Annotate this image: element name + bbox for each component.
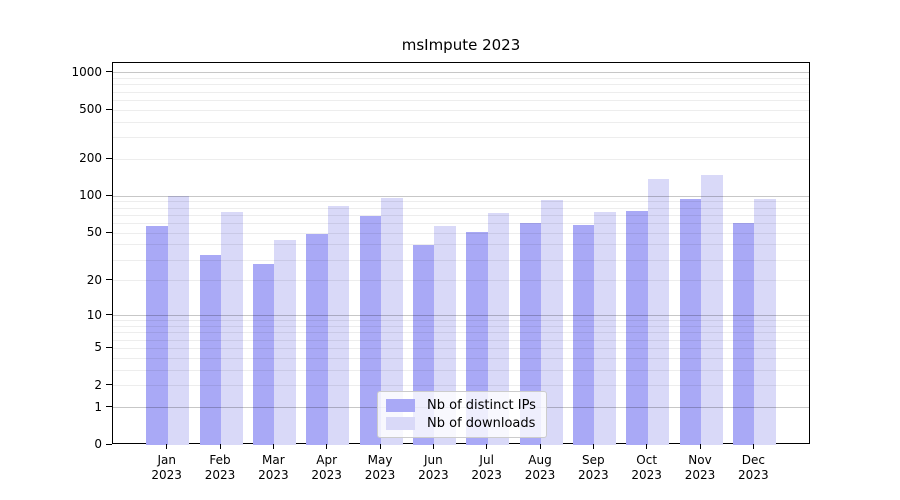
legend-label: Nb of downloads bbox=[427, 416, 536, 432]
y-tick-label: 1000 bbox=[71, 64, 102, 79]
x-tick-label: Nov 2023 bbox=[684, 453, 716, 482]
bar-distinct-ips-mar bbox=[252, 263, 275, 445]
y-tick bbox=[106, 279, 112, 281]
y-tick-label: 1 bbox=[94, 399, 102, 414]
x-tick-label: Jan 2023 bbox=[151, 453, 182, 482]
legend: Nb of distinct IPs Nb of downloads bbox=[377, 391, 547, 438]
x-tick bbox=[752, 444, 754, 449]
y-tick bbox=[106, 443, 112, 445]
bar-distinct-ips-apr bbox=[306, 234, 328, 445]
bar-downloads-may bbox=[381, 197, 403, 445]
bar-distinct-ips-aug bbox=[519, 222, 541, 445]
x-tick bbox=[272, 444, 274, 449]
bar-downloads-mar bbox=[274, 239, 296, 445]
x-tick bbox=[486, 444, 488, 449]
bar-distinct-ips-oct bbox=[626, 210, 648, 445]
legend-label: Nb of distinct IPs bbox=[427, 397, 536, 413]
y-tick bbox=[106, 406, 112, 408]
plot-area bbox=[112, 62, 810, 445]
bar-downloads-dec bbox=[754, 199, 776, 445]
x-tick bbox=[219, 444, 221, 449]
y-tick bbox=[106, 314, 112, 316]
bar-downloads-jun bbox=[434, 226, 456, 445]
y-tick-label: 500 bbox=[79, 102, 102, 117]
x-tick-label: Apr 2023 bbox=[311, 453, 342, 482]
bar-downloads-feb bbox=[221, 211, 243, 445]
x-tick bbox=[432, 444, 434, 449]
x-tick-label: Feb 2023 bbox=[204, 453, 236, 482]
y-tick bbox=[106, 384, 112, 386]
y-tick-label: 2 bbox=[94, 377, 102, 392]
y-tick-label: 0 bbox=[94, 437, 102, 451]
y-tick bbox=[106, 157, 112, 159]
y-tick bbox=[106, 194, 112, 196]
x-tick-label: May 2023 bbox=[364, 453, 396, 482]
x-tick-label: Aug 2023 bbox=[524, 453, 556, 482]
bar-distinct-ips-dec bbox=[732, 222, 755, 445]
x-tick bbox=[539, 444, 541, 449]
x-tick-label: Dec 2023 bbox=[738, 453, 769, 482]
bar-downloads-nov bbox=[701, 175, 723, 445]
bar-downloads-jul bbox=[487, 213, 510, 445]
y-tick bbox=[106, 71, 112, 73]
x-tick-label: Oct 2023 bbox=[631, 453, 662, 482]
bar-downloads-apr bbox=[327, 205, 350, 445]
bar-distinct-ips-nov bbox=[679, 198, 701, 445]
x-tick bbox=[166, 444, 168, 449]
bar-distinct-ips-may bbox=[359, 216, 382, 445]
y-tick-label: 50 bbox=[86, 225, 102, 240]
bar-downloads-aug bbox=[541, 200, 563, 445]
x-tick bbox=[592, 444, 594, 449]
bar-downloads-jan bbox=[167, 196, 190, 445]
x-tick-label: Mar 2023 bbox=[258, 453, 289, 482]
x-tick bbox=[379, 444, 381, 449]
x-tick-label: Jun 2023 bbox=[418, 453, 449, 482]
y-tick-label: 200 bbox=[79, 151, 102, 166]
y-tick-label: 5 bbox=[94, 340, 102, 355]
bars-layer bbox=[113, 63, 809, 445]
bar-downloads-oct bbox=[647, 179, 670, 445]
bar-distinct-ips-jan bbox=[146, 226, 168, 445]
legend-swatch-distinct-ips bbox=[386, 398, 415, 412]
y-tick bbox=[106, 231, 112, 233]
bar-distinct-ips-sep bbox=[572, 225, 595, 445]
legend-row: Nb of distinct IPs bbox=[386, 397, 538, 414]
legend-row: Nb of downloads bbox=[386, 415, 538, 432]
legend-swatch-downloads bbox=[386, 417, 415, 431]
x-tick bbox=[699, 444, 701, 449]
y-tick bbox=[106, 346, 112, 348]
y-tick bbox=[106, 108, 112, 110]
bar-distinct-ips-feb bbox=[199, 255, 222, 445]
y-tick-label: 20 bbox=[86, 272, 102, 287]
chart-title: msImpute 2023 bbox=[401, 36, 521, 54]
bar-downloads-sep bbox=[594, 211, 616, 445]
y-tick-label: 10 bbox=[86, 307, 102, 322]
x-tick bbox=[326, 444, 328, 449]
x-tick-label: Jul 2023 bbox=[471, 453, 502, 482]
x-tick-label: Sep 2023 bbox=[578, 453, 609, 482]
x-tick bbox=[646, 444, 648, 449]
y-tick-label: 100 bbox=[79, 188, 102, 203]
